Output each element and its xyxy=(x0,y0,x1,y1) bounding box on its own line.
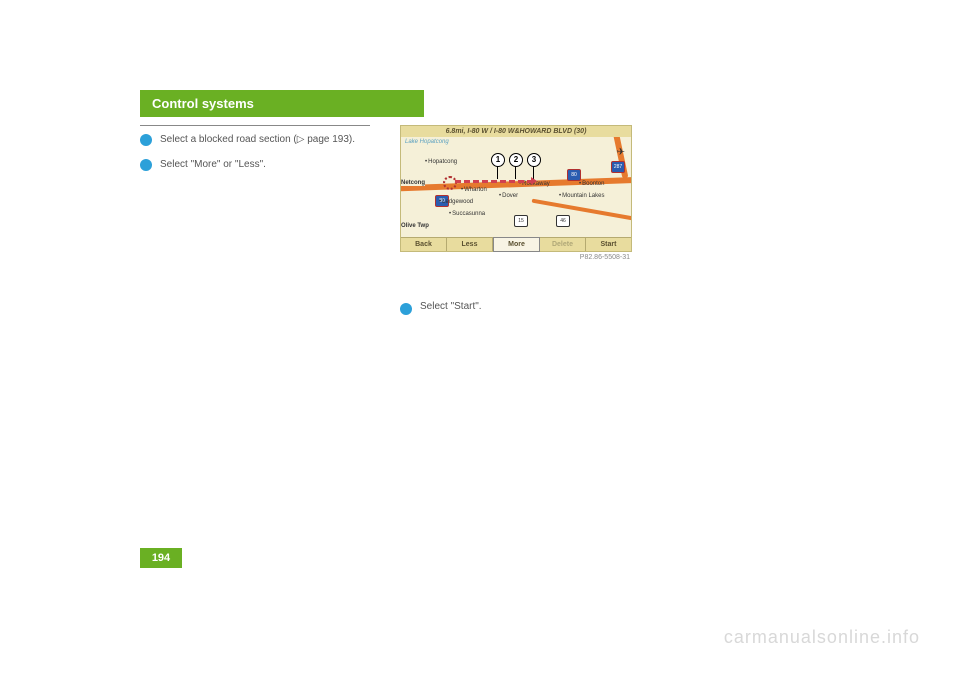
step-2-text: Select "More" or "Less". xyxy=(160,157,370,172)
map-title-bar: 6.8mi, I-80 W / I-80 W&HOWARD BLVD (30) xyxy=(401,126,631,137)
city-label: Dover xyxy=(499,193,518,199)
city-label: Wharton xyxy=(461,187,487,193)
callout-1: 1 xyxy=(491,153,505,167)
step-right: Select "Start". xyxy=(400,301,630,315)
callout-3: 3 xyxy=(527,153,541,167)
section-header: Control systems xyxy=(140,90,424,117)
map-back-button[interactable]: Back xyxy=(401,238,447,251)
plane-icon: ✈ xyxy=(617,147,625,158)
city-label: Boonton xyxy=(579,181,604,187)
city-label: Hopatcong xyxy=(425,159,457,165)
step-2: Select "More" or "Less". xyxy=(140,157,370,172)
bullet-icon xyxy=(140,159,152,171)
nav-map-screenshot: 6.8mi, I-80 W / I-80 W&HOWARD BLVD (30) … xyxy=(400,125,632,252)
step-1: Select a blocked road section (▷ page 19… xyxy=(140,132,370,147)
route-shield-icon: 15 xyxy=(514,215,528,227)
page-number-badge: 194 xyxy=(140,548,182,568)
highway-line xyxy=(532,199,631,224)
route-shield-icon: 46 xyxy=(556,215,570,227)
map-button-bar: Back Less More Delete Start xyxy=(401,237,631,251)
callout-2: 2 xyxy=(509,153,523,167)
callout-leader xyxy=(515,165,516,179)
city-label: Mountain Lakes xyxy=(559,193,604,199)
interstate-shield-icon: 287 xyxy=(611,161,625,173)
step-right-text: Select "Start". xyxy=(420,301,630,312)
map-start-button[interactable]: Start xyxy=(586,238,631,251)
manual-page: Control systems Select a blocked road se… xyxy=(140,90,840,325)
map-delete-button[interactable]: Delete xyxy=(540,238,586,251)
map-more-button[interactable]: More xyxy=(493,237,540,252)
map-less-button[interactable]: Less xyxy=(447,238,493,251)
image-id-label: P82.86-5508-31 xyxy=(400,254,630,261)
callout-leader xyxy=(497,165,498,179)
city-label: Ledgewood xyxy=(439,199,473,205)
right-column: 6.8mi, I-80 W / I-80 W&HOWARD BLVD (30) … xyxy=(400,125,630,325)
city-label: Succasunna xyxy=(449,211,485,217)
route-line xyxy=(455,180,533,187)
lake-label: Lake Hopatcong xyxy=(405,139,449,145)
edge-label-bottomleft: Olive Twp xyxy=(401,223,429,229)
bullet-icon xyxy=(140,134,152,146)
content-columns: Select a blocked road section (▷ page 19… xyxy=(140,125,840,325)
divider xyxy=(140,125,370,126)
route-arrow-icon xyxy=(531,177,537,185)
interstate-shield-icon: 80 xyxy=(567,169,581,181)
bullet-icon xyxy=(400,303,412,315)
watermark-text: carmanualsonline.info xyxy=(724,627,920,648)
left-column: Select a blocked road section (▷ page 19… xyxy=(140,125,370,325)
map-canvas: Lake Hopatcong 1 2 3 xyxy=(401,137,631,237)
edge-label-left: Netcong xyxy=(401,180,425,186)
step-1-text: Select a blocked road section (▷ page 19… xyxy=(160,132,370,147)
